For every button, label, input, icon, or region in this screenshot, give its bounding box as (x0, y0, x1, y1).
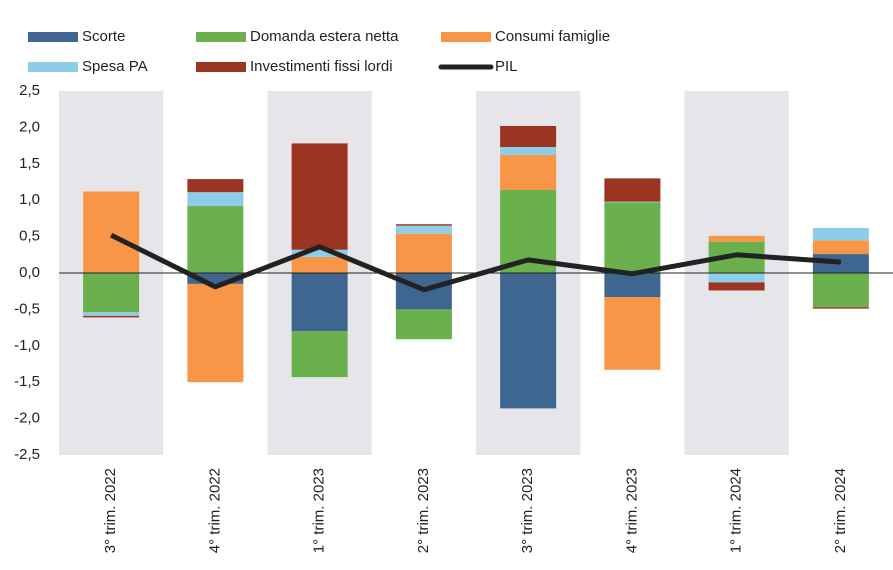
y-tick-label: 2,5 (19, 82, 40, 99)
legend-label: PIL (495, 58, 518, 75)
bar-segment (604, 297, 661, 370)
bar-segment (708, 273, 765, 283)
bar-segment (291, 256, 348, 273)
legend-swatch (28, 62, 78, 72)
y-tick-label: -1,5 (14, 373, 40, 390)
y-tick-label: 1,5 (19, 155, 40, 172)
x-tick-label: 3° trim. 2023 (519, 468, 536, 553)
bar-segment (187, 192, 244, 207)
y-tick-label: -2,0 (14, 410, 40, 427)
bar-segment (83, 191, 140, 273)
y-tick-label: 0,0 (19, 264, 40, 281)
bar-segment (708, 282, 765, 291)
bar-segment (500, 147, 557, 156)
x-tick-label: 1° trim. 2023 (311, 468, 328, 553)
bar-segment (187, 179, 244, 193)
bar-segment (500, 125, 557, 148)
legend-swatch (28, 32, 78, 42)
legend-swatch (441, 32, 491, 42)
legend-label: Domanda estera netta (250, 28, 399, 45)
bar-segment (604, 273, 661, 298)
bar-segment (83, 273, 140, 313)
bar-segment (395, 309, 452, 340)
bar-segment (291, 143, 348, 250)
legend-swatch (196, 32, 246, 42)
y-tick-label: 0,5 (19, 228, 40, 245)
legend-label: Investimenti fissi lordi (250, 58, 393, 75)
bar-segment (83, 312, 140, 316)
y-tick-label: 2,0 (19, 118, 40, 135)
legend-label: Spesa PA (82, 58, 148, 75)
x-tick-label: 4° trim. 2023 (623, 468, 640, 553)
bar-segment (395, 225, 452, 234)
x-tick-label: 1° trim. 2024 (728, 468, 745, 553)
y-tick-label: -2,5 (14, 446, 40, 463)
bar-segment (604, 201, 661, 203)
legend-swatch (196, 62, 246, 72)
bar-segment (708, 235, 765, 242)
bar-segment (83, 315, 140, 318)
bar-segment (812, 227, 869, 241)
bar-segment (291, 331, 348, 378)
y-tick-label: 1,0 (19, 191, 40, 208)
bar-segment (187, 206, 244, 273)
bar-segment (604, 202, 661, 273)
bar-segment (187, 283, 244, 383)
bar-segment (604, 178, 661, 202)
line-series (110, 232, 842, 293)
y-tick-label: -0,5 (14, 300, 40, 317)
y-tick-label: -1,0 (14, 337, 40, 354)
bar-segment (291, 249, 348, 257)
x-tick-label: 4° trim. 2022 (206, 468, 223, 553)
bar-segment (812, 273, 869, 308)
bar-segment (500, 155, 557, 191)
x-tick-label: 2° trim. 2024 (832, 468, 849, 553)
bar-segment (812, 307, 869, 309)
x-tick-label: 2° trim. 2023 (415, 468, 432, 553)
bar-segment (812, 240, 869, 255)
x-tick-label: 3° trim. 2022 (102, 468, 119, 553)
bar-segment (395, 233, 452, 273)
bar-segment (500, 273, 557, 409)
bar-segment (812, 254, 869, 273)
legend-label: Scorte (82, 28, 125, 45)
bar-segment (395, 224, 452, 226)
bar-segment (291, 273, 348, 332)
legend-label: Consumi famiglie (495, 28, 610, 45)
bar-segment (187, 273, 244, 284)
